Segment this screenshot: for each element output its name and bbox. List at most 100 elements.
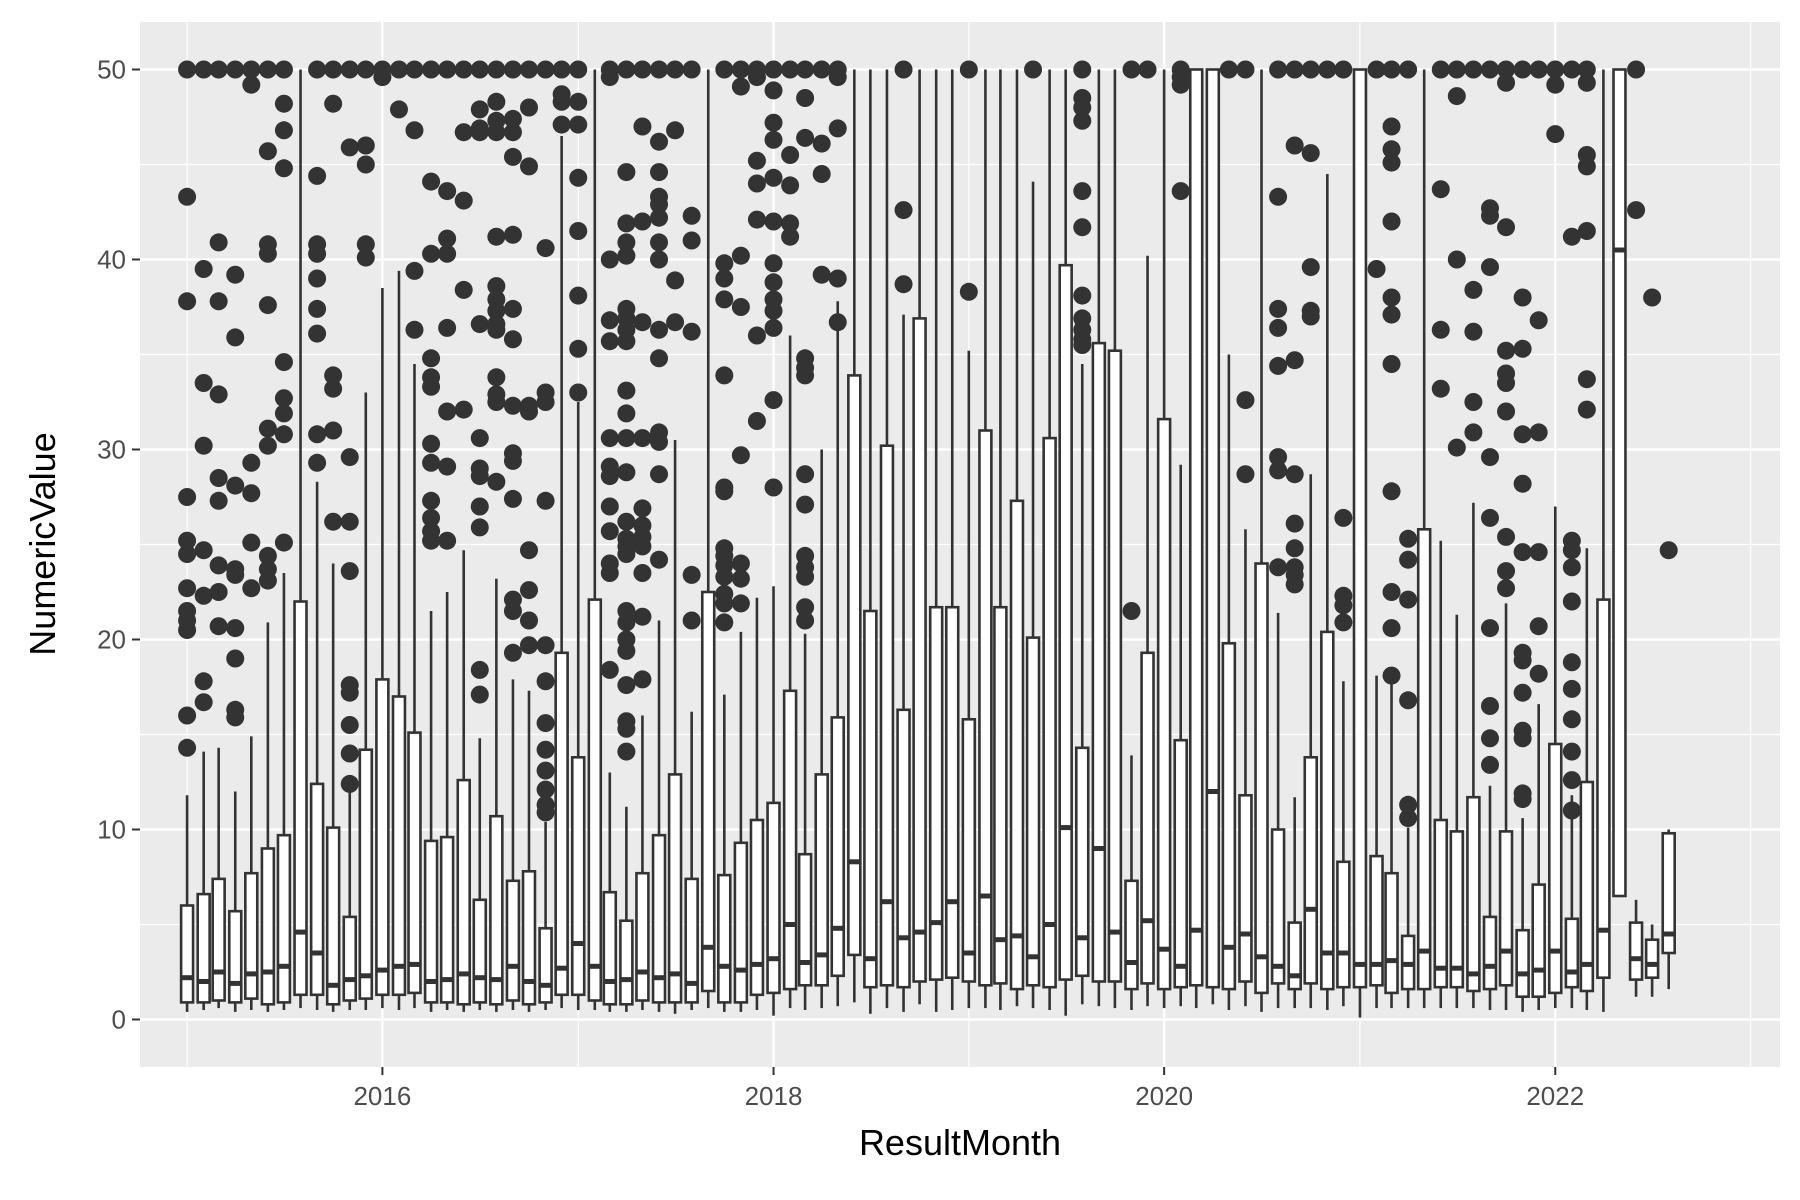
box-iqr [358, 748, 374, 1000]
box-iqr [879, 444, 895, 987]
outlier-point [617, 214, 636, 233]
outlier-point [519, 157, 538, 176]
outlier-point [1562, 710, 1581, 729]
outlier-point [194, 541, 213, 560]
outlier-point [1318, 60, 1337, 79]
box-2017-12 [747, 60, 766, 1010]
outlier-point [194, 60, 213, 79]
box-2022-02 [1562, 60, 1581, 1009]
outlier-point [731, 554, 750, 573]
box-2019-12 [1138, 60, 1157, 1007]
outlier-point [226, 619, 245, 638]
outlier-point [258, 296, 277, 315]
box-2018-03 [796, 60, 815, 1010]
box-2018-12 [944, 69, 960, 1010]
outlier-point [1513, 683, 1532, 702]
outlier-point [194, 672, 213, 691]
outlier-point [781, 146, 800, 164]
outlier-point [454, 60, 473, 79]
box-2016-05 [438, 60, 457, 1010]
outlier-point [731, 246, 750, 265]
outlier-point [731, 298, 750, 316]
box-2020-04 [1205, 68, 1221, 1005]
outlier-point [1073, 218, 1092, 237]
outlier-point [1562, 771, 1581, 790]
box-iqr [587, 598, 603, 1002]
outlier-point [812, 165, 831, 183]
outlier-point [1513, 60, 1532, 79]
outlier-point [1577, 370, 1596, 389]
box-iqr [651, 833, 667, 1004]
outlier-point [536, 714, 555, 733]
box-2018-01 [764, 60, 783, 1016]
outlier-point [1497, 73, 1516, 92]
outlier-point [959, 60, 978, 79]
outlier-point [1399, 809, 1418, 828]
box-2018-06 [847, 69, 862, 1003]
box-2019-08 [1073, 60, 1092, 1005]
outlier-point [600, 60, 619, 79]
outlier-point [569, 115, 588, 134]
outlier-point [470, 459, 489, 478]
outlier-point [356, 155, 375, 174]
outlier-point [487, 368, 506, 387]
box-2022-07 [1643, 288, 1662, 997]
outlier-point [1659, 541, 1678, 560]
outlier-point [1122, 60, 1141, 79]
outlier-point [650, 208, 669, 227]
box-2015-05 [242, 60, 261, 1010]
outlier-point [1399, 691, 1418, 710]
outlier-point [747, 60, 766, 79]
box-iqr [1058, 263, 1073, 981]
outlier-point [764, 60, 783, 79]
outlier-point [274, 60, 293, 79]
outlier-point [617, 602, 636, 620]
outlier-point [209, 491, 228, 510]
outlier-point [1447, 438, 1466, 457]
outlier-point [552, 85, 571, 104]
box-2021-11 [1513, 60, 1532, 1012]
outlier-point [503, 330, 522, 349]
outlier-point [1301, 301, 1320, 320]
outlier-point [796, 495, 815, 514]
outlier-point [422, 453, 441, 472]
outlier-point [503, 444, 522, 463]
outlier-point [617, 630, 636, 649]
outlier-point [1529, 617, 1548, 636]
outlier-point [796, 546, 815, 565]
outlier-point [617, 676, 636, 695]
box-iqr [993, 605, 1008, 985]
outlier-point [715, 60, 734, 79]
outlier-point [1562, 679, 1581, 698]
outlier-point [1073, 286, 1092, 305]
outlier-point [1513, 474, 1532, 493]
outlier-point [764, 212, 783, 231]
outlier-point [764, 81, 783, 100]
outlier-point [731, 446, 750, 465]
outlier-point [894, 60, 913, 79]
outlier-point [226, 649, 245, 668]
outlier-point [258, 436, 277, 455]
box-iqr [1091, 341, 1107, 983]
outlier-point [1431, 180, 1450, 199]
box-series [178, 60, 1678, 1018]
outlier-point [1497, 60, 1516, 79]
outlier-point [1513, 425, 1532, 444]
box-iqr [978, 429, 993, 987]
outlier-point [226, 560, 245, 579]
outlier-point [487, 111, 506, 130]
outlier-point [178, 531, 197, 550]
box-iqr [227, 909, 243, 1004]
box-iqr [749, 818, 765, 997]
outlier-point [178, 187, 197, 206]
outlier-point [308, 235, 327, 254]
outlier-point [1497, 364, 1516, 383]
outlier-point [812, 265, 831, 284]
box-2018-09 [894, 60, 913, 1012]
box-iqr [521, 869, 537, 1006]
box-2016-11 [536, 60, 555, 1010]
box-iqr [1612, 68, 1627, 898]
outlier-point [438, 531, 457, 550]
outlier-point [340, 448, 359, 467]
outlier-point [617, 512, 636, 531]
